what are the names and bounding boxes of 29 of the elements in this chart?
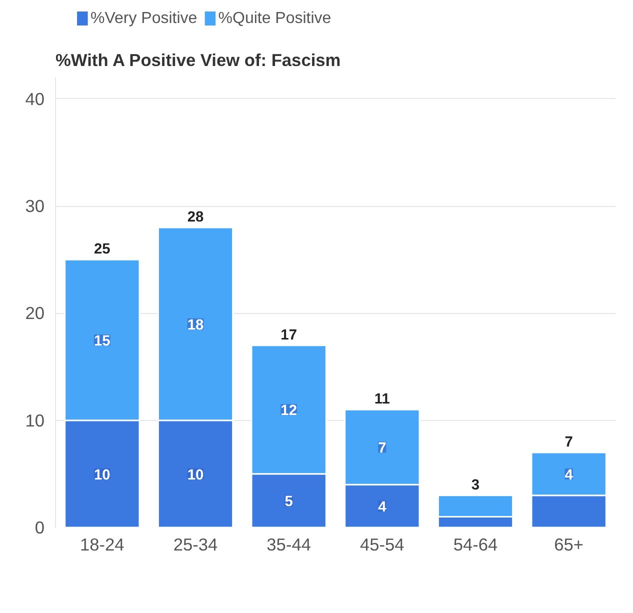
total-label: 11 [374, 392, 390, 408]
legend-label: %Quite Positive [218, 10, 332, 27]
data-label: 15 [94, 334, 110, 350]
x-tick-label: 25-34 [173, 534, 218, 554]
x-tick-label: 54-64 [453, 534, 498, 554]
total-label: 7 [564, 434, 573, 450]
total-label: 17 [280, 327, 297, 344]
chart-title: %With A Positive View of: Fascism [56, 50, 341, 70]
data-label: 4 [378, 500, 388, 516]
data-label: 5 [284, 494, 293, 510]
legend-label: %Very Positive [90, 10, 198, 27]
data-label: 10 [187, 467, 204, 484]
y-tick-label: 40 [25, 88, 45, 109]
total-label: 28 [187, 210, 204, 226]
x-tick-label: 35-44 [266, 534, 312, 554]
total-label: 3 [471, 477, 480, 494]
data-label: 12 [280, 403, 297, 420]
y-tick-label: 0 [34, 518, 45, 538]
data-label: 4 [564, 467, 574, 484]
x-tick-label: 65+ [554, 534, 584, 554]
x-tick-label: 45-54 [360, 534, 405, 554]
data-label: 10 [94, 467, 110, 484]
total-label: 25 [94, 242, 110, 258]
x-tick-label: 18-24 [80, 534, 125, 554]
y-tick-label: 20 [25, 303, 45, 324]
y-tick-label: 30 [25, 196, 45, 216]
data-label: 7 [378, 440, 386, 457]
data-label: 18 [187, 317, 204, 334]
y-tick-label: 10 [25, 410, 45, 430]
